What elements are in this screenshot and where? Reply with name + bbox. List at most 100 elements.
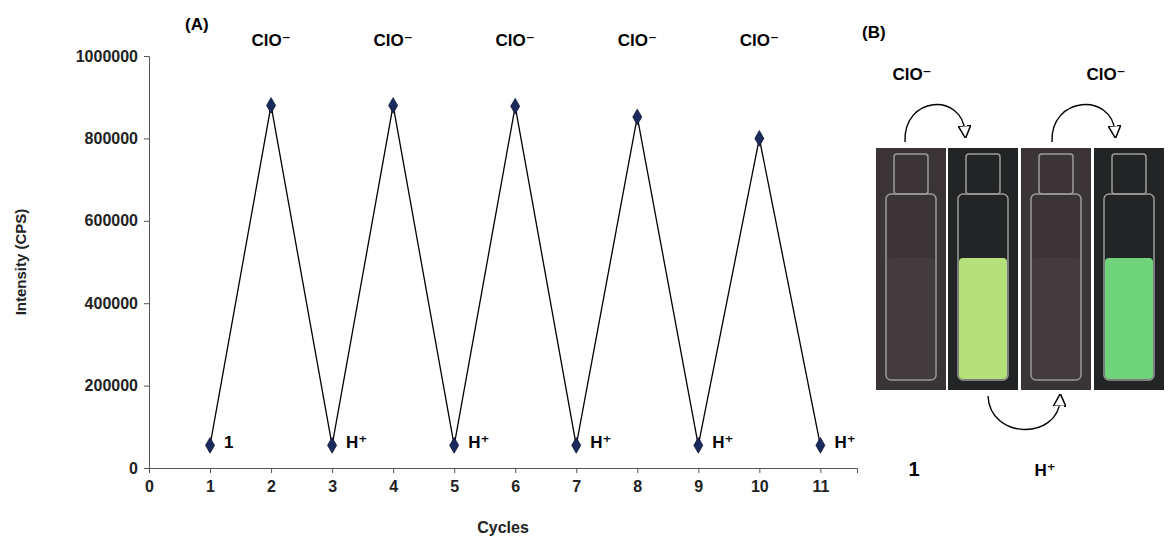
point-annotation: H⁺ [468,433,489,452]
vial-liquid [959,258,1007,379]
tick-mark [144,221,149,222]
tick-label: 200000 [85,377,138,394]
tick-label: 7 [572,478,581,495]
point-annotation: ClO⁻ [251,31,290,50]
tick-label: 0 [129,460,138,477]
tick: 400000 [85,295,149,312]
vial-body [1031,194,1081,380]
tick-mark [393,468,394,473]
tick-label: 800000 [85,130,138,147]
tick: 3 [328,468,337,495]
series-line [210,105,820,445]
data-point [572,438,581,454]
tick: 9 [694,468,703,495]
photo-background [948,148,1018,390]
axis-line [150,469,858,474]
data-point [816,438,825,454]
vial-photo [876,148,946,390]
x-axis: 0 1 2 3 4 5 6 7 8 9 10 11 [145,468,857,495]
tick-label: 1000000 [76,48,138,65]
tick-label: 0 [145,478,154,495]
tick-mark [820,468,821,473]
vial-body [886,194,936,380]
vial-liquid [1032,258,1080,379]
vial-body [1104,194,1154,380]
vial-liquid [887,258,935,379]
vial-neck [966,154,1000,194]
tick: 0 [129,460,149,477]
tick-mark [454,468,455,473]
point-annotation: 1 [224,433,233,452]
tick-mark [271,468,272,473]
arrow [905,105,965,142]
y-axis: 0 200000 400000 600000 800000 1000000 [76,48,150,477]
figure: 0123456789101102000004000006000008000001… [0,0,1171,542]
tick-mark [332,468,333,473]
tick: 5 [450,468,459,495]
tick: 200000 [85,377,149,394]
tick-mark [698,468,699,473]
vial-neck [894,154,928,194]
tick-label: 8 [633,478,642,495]
tick-label: 4 [389,478,398,495]
point-annotation: ClO⁻ [496,31,535,50]
data-point [694,438,703,454]
tick-mark [515,468,516,473]
tick-label: 3 [328,478,337,495]
point-annotation: H⁺ [346,433,367,452]
tick: 7 [572,468,581,495]
axis-line [144,57,150,469]
tick-label: 600000 [85,212,138,229]
tick: 6 [511,468,520,495]
tick-label: 6 [511,478,520,495]
tick-mark [144,468,149,469]
data-point [511,98,520,114]
photo-background [876,148,946,390]
arrow [988,396,1060,430]
point-annotation: H⁺ [712,433,733,452]
tick-label: 400000 [85,295,138,312]
vial-label: 1 [908,458,919,480]
data-point [328,438,337,454]
arrow-label: H⁺ [1034,461,1055,480]
arrow-label: ClO⁻ [892,65,931,84]
tick: 11 [812,468,829,495]
tick-label: 2 [267,478,276,495]
tick-label: 9 [694,478,703,495]
arrow-label: ClO⁻ [1086,65,1125,84]
tick-mark [210,468,211,473]
tick-mark [637,468,638,473]
vial-photo [1021,148,1091,390]
arrow [1052,105,1115,142]
vial-neck [1112,154,1146,194]
vial-body [958,194,1008,380]
point-annotation: H⁺ [590,433,611,452]
vial-neck [1039,154,1073,194]
tick: 0 [145,468,154,495]
tick-mark [576,468,577,473]
vial-liquid [1105,258,1153,379]
photo-background [1021,148,1091,390]
tick: 10 [751,468,769,495]
y-axis-title: Intensity (CPS) [12,209,29,316]
panel-label: (B) [862,23,886,42]
data-point [389,98,398,114]
tick: 800000 [85,130,149,147]
tick: 1 [206,468,215,495]
tick-mark [759,468,760,473]
data-point [267,98,276,114]
tick: 600000 [85,212,149,229]
vial-photos [876,148,1164,390]
tick: 4 [389,468,398,495]
point-annotation: ClO⁻ [618,31,657,50]
data-point [450,438,459,454]
data-point [206,438,215,454]
tick-mark [144,56,149,57]
tick: 2 [267,468,276,495]
tick-label: 10 [751,478,769,495]
plot-area [206,98,825,453]
vial-photo [1094,148,1164,390]
x-axis-title: Cycles [477,519,529,536]
tick-mark [144,138,149,139]
tick-label: 5 [450,478,459,495]
